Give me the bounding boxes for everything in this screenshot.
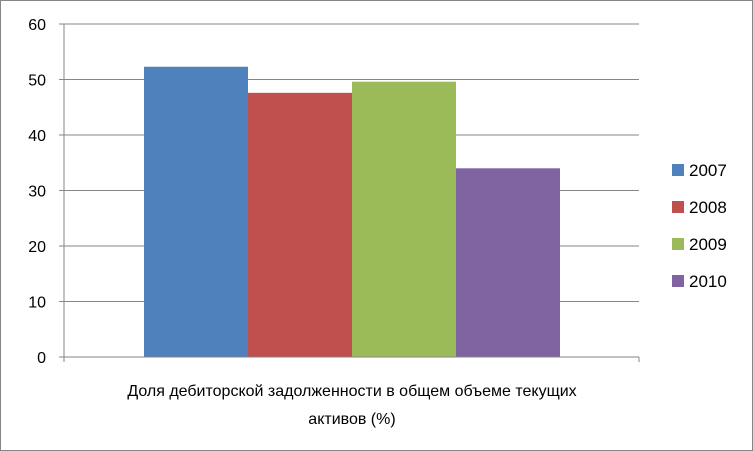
bar-2009 [352, 81, 456, 357]
bar-2008 [248, 92, 352, 357]
y-tick-label-60: 60 [28, 17, 46, 34]
legend-label-2008: 2008 [689, 198, 727, 217]
legend: 2007 2008 2009 2010 [672, 161, 727, 291]
y-tick-label-0: 0 [37, 350, 46, 367]
y-tick-label-30: 30 [28, 184, 46, 201]
x-category-label-line-1: Доля дебиторской задолженности в общем о… [127, 383, 576, 400]
legend-label-2009: 2009 [689, 235, 727, 254]
legend-label-2007: 2007 [689, 161, 727, 180]
legend-swatch-2009 [672, 238, 684, 250]
bars [144, 66, 560, 358]
y-tick-label-10: 10 [28, 295, 46, 312]
legend-swatch-2010 [672, 275, 684, 287]
y-axis-tick-labels: 0 10 20 30 40 50 60 [28, 17, 46, 367]
axes [63, 24, 640, 362]
bar-2010 [456, 168, 560, 357]
y-tick-label-20: 20 [28, 239, 46, 256]
y-tick-label-50: 50 [28, 73, 46, 90]
legend-label-2010: 2010 [689, 272, 727, 291]
legend-swatch-2007 [672, 164, 684, 176]
x-category-label-line-2: активов (%) [308, 411, 395, 428]
legend-swatch-2008 [672, 201, 684, 213]
y-tick-label-40: 40 [28, 128, 46, 145]
bar-2007 [144, 66, 248, 358]
